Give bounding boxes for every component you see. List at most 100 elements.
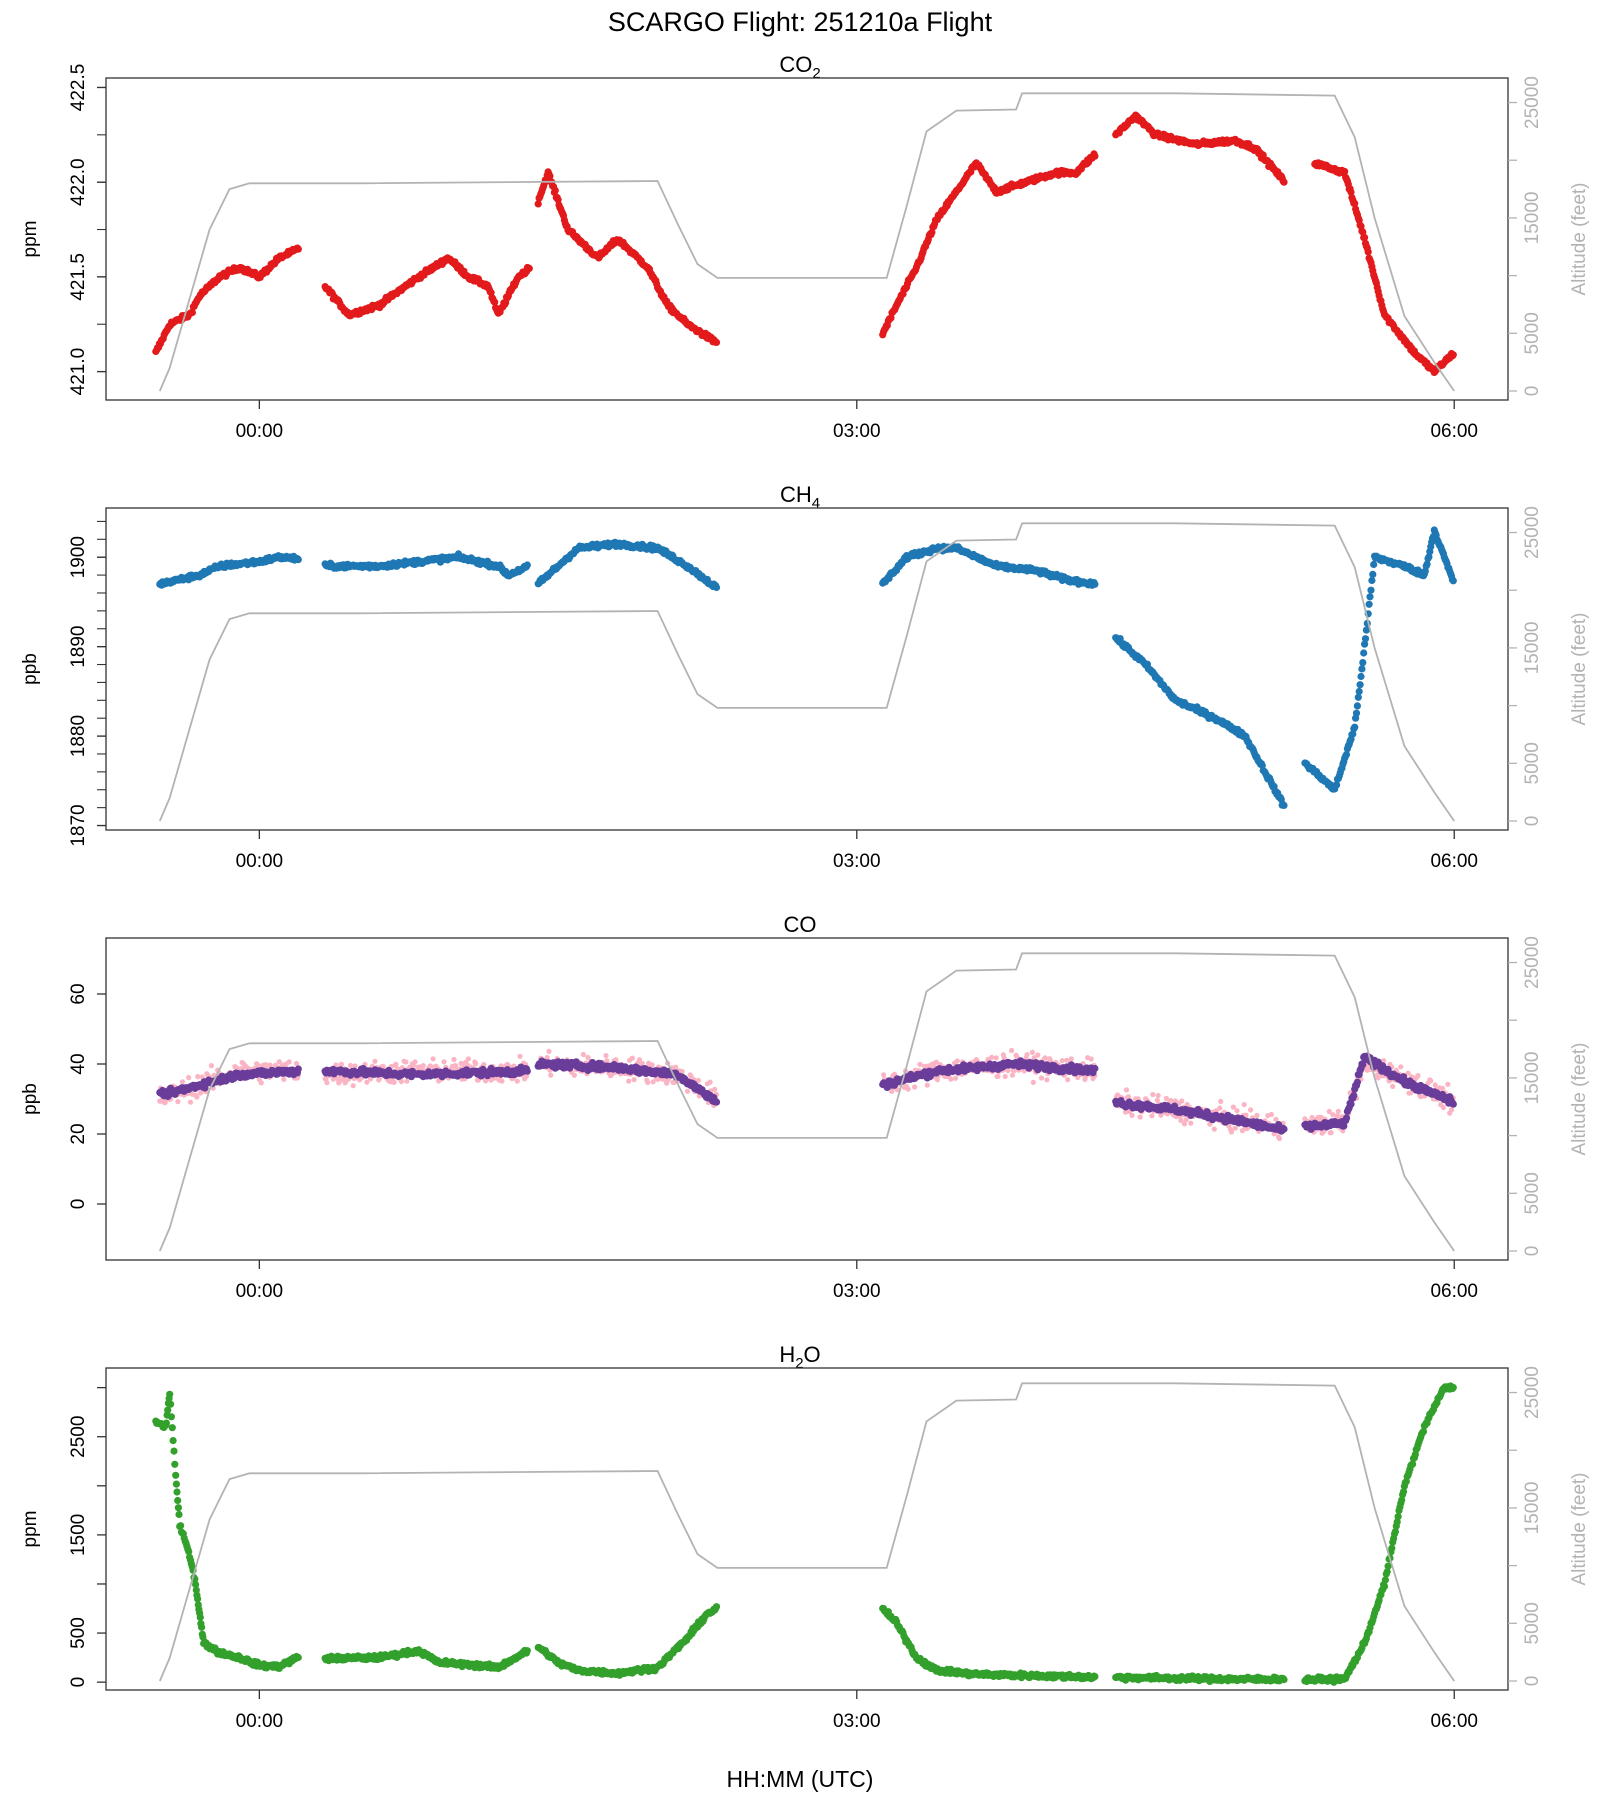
data-point <box>324 1080 330 1086</box>
y-tick-label: 1880 <box>68 715 89 757</box>
data-point <box>1188 1120 1194 1126</box>
data-point <box>171 1460 179 1468</box>
data-point <box>928 228 936 236</box>
data-point <box>1155 1092 1161 1099</box>
alt-tick-label: 15000 <box>1522 622 1543 675</box>
panel-title-subscript: 4 <box>812 495 820 512</box>
data-point <box>525 264 533 272</box>
panel-title-main: CO <box>784 912 817 937</box>
y-tick-label: 421.5 <box>68 253 89 301</box>
data-point <box>580 1051 587 1058</box>
data-point <box>523 1067 531 1075</box>
y-tick-label: 40 <box>68 1053 89 1074</box>
y-tick-label: 422.0 <box>68 158 89 206</box>
data-point <box>1123 1087 1130 1093</box>
data-point <box>465 1056 471 1062</box>
data-point <box>571 1072 578 1078</box>
x-tick-label: 03:00 <box>833 851 881 872</box>
data-point <box>1364 248 1372 256</box>
data-point <box>1449 1100 1457 1108</box>
data-point <box>631 1077 637 1083</box>
data-point <box>166 1390 174 1398</box>
data-point <box>1309 1114 1315 1121</box>
data-point <box>173 1488 181 1496</box>
data-point <box>1091 152 1099 160</box>
data-point <box>167 1413 175 1421</box>
plot-frame <box>105 507 1509 831</box>
data-point <box>1091 580 1099 588</box>
panel-title-subscript: 2 <box>795 1355 803 1372</box>
alt-tick-label: 15000 <box>1522 1052 1543 1105</box>
data-point <box>491 298 499 306</box>
x-tick-label: 00:00 <box>236 421 284 442</box>
data-point <box>548 1072 554 1078</box>
panel-title-subscript: 2 <box>812 65 820 82</box>
data-point <box>194 1094 200 1100</box>
data-point <box>294 245 302 253</box>
data-point <box>1044 1077 1050 1083</box>
data-point <box>1360 649 1368 657</box>
data-point <box>1009 1047 1015 1054</box>
data-point <box>174 1496 182 1505</box>
data-point <box>1035 1052 1041 1058</box>
data-point <box>917 1061 923 1067</box>
data-point <box>1330 1112 1336 1118</box>
x-tick-label: 06:00 <box>1430 1281 1478 1302</box>
data-point <box>1341 167 1349 176</box>
data-point <box>629 1055 635 1061</box>
x-tick-label: 00:00 <box>236 1281 284 1302</box>
alt-tick-label: 0 <box>1522 1246 1543 1257</box>
data-point <box>948 1076 954 1082</box>
data-point <box>1357 672 1365 681</box>
data-point <box>712 338 721 346</box>
y-tick-label: 20 <box>68 1123 89 1144</box>
data-point <box>626 1078 632 1084</box>
data-point <box>1347 188 1355 196</box>
data-point <box>254 1062 261 1068</box>
data-point <box>546 1048 552 1054</box>
data-point <box>952 1075 959 1081</box>
data-point <box>1228 1129 1235 1135</box>
data-point <box>1440 1104 1446 1111</box>
data-point <box>1068 1056 1074 1062</box>
data-point <box>1368 576 1376 585</box>
data-point <box>168 1424 176 1432</box>
data-point <box>912 1084 918 1090</box>
data-point <box>1091 1064 1099 1073</box>
data-point <box>1276 1135 1283 1142</box>
y-tick-label: 0 <box>68 1199 89 1210</box>
data-point <box>1356 681 1364 689</box>
data-point <box>1179 1098 1185 1104</box>
data-point <box>234 1065 240 1071</box>
data-point <box>1367 586 1375 594</box>
data-point <box>546 172 554 180</box>
data-point <box>1065 1077 1071 1083</box>
data-point <box>258 1080 264 1086</box>
data-point <box>453 1063 459 1069</box>
data-point <box>294 556 302 564</box>
y-axis-label: ppb <box>20 1083 41 1115</box>
data-point <box>1149 1113 1155 1119</box>
data-point <box>338 1061 344 1067</box>
data-point <box>451 1056 457 1063</box>
data-point <box>1030 1079 1036 1085</box>
x-tick-label: 06:00 <box>1430 851 1478 872</box>
data-point <box>1351 723 1359 731</box>
alt-tick-label: 25000 <box>1522 76 1543 129</box>
y-tick-label: 1870 <box>68 804 89 846</box>
data-point <box>404 1078 410 1084</box>
data-point <box>684 1088 691 1094</box>
data-point <box>989 1054 995 1060</box>
data-point <box>430 1056 436 1062</box>
data-point <box>294 1653 302 1662</box>
data-point <box>881 1072 887 1078</box>
data-point <box>1029 1049 1035 1055</box>
data-point <box>162 1419 170 1427</box>
data-point <box>1328 1130 1334 1136</box>
series-co2-0 <box>152 111 1457 377</box>
alt-tick-label: 5000 <box>1522 1172 1543 1214</box>
